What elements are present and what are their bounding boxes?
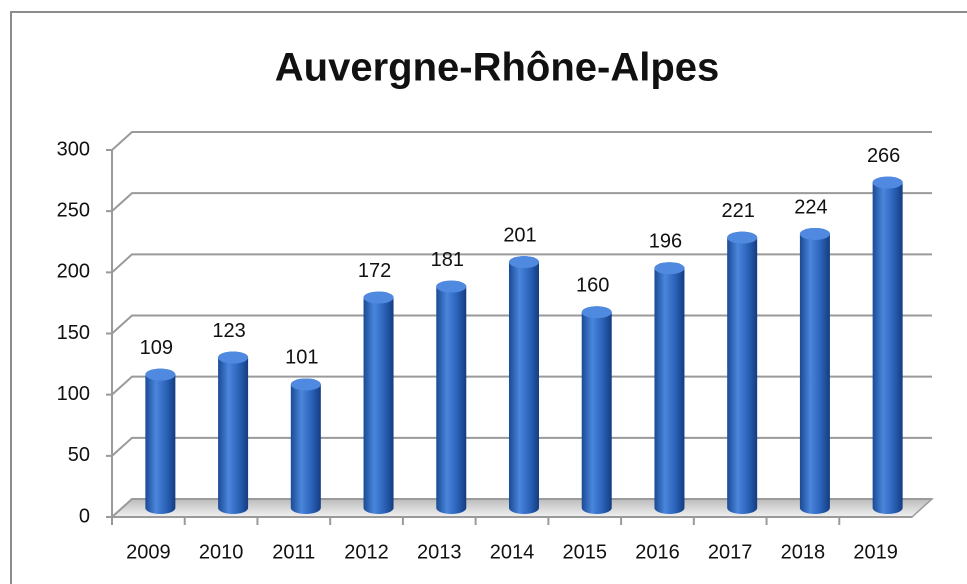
value-label: 201 — [503, 224, 536, 246]
value-label: 221 — [721, 200, 754, 222]
value-label: 123 — [212, 320, 245, 342]
grid-line — [106, 253, 932, 274]
value-label: 224 — [794, 196, 827, 218]
bar-cap — [145, 368, 176, 381]
x-tick-label: 2011 — [272, 541, 315, 563]
bar — [363, 291, 394, 514]
x-tick-label: 2018 — [781, 541, 826, 563]
chart-title: Auvergne-Rhône-Alpes — [275, 46, 720, 90]
x-tick-label: 2019 — [853, 541, 898, 563]
value-label: 109 — [140, 337, 173, 359]
x-tick-label: 2017 — [708, 541, 753, 563]
x-tick-label: 2013 — [417, 541, 462, 563]
bar — [436, 280, 467, 514]
bar-cap — [654, 262, 685, 275]
bar-cap — [363, 291, 394, 304]
y-tick-label: 0 — [79, 505, 90, 527]
bar — [727, 231, 758, 514]
grid-line — [106, 192, 932, 213]
value-label: 266 — [867, 145, 900, 167]
bar-cap — [509, 256, 539, 269]
y-tick-label: 300 — [57, 138, 90, 160]
bar — [799, 227, 830, 514]
value-label: 160 — [576, 275, 609, 297]
x-tick-label: 2015 — [562, 541, 607, 563]
bar — [145, 368, 176, 514]
bar-cap — [581, 306, 612, 319]
value-label: 181 — [431, 249, 464, 271]
value-label: 196 — [649, 231, 682, 253]
bar-cap — [218, 351, 249, 364]
y-tick-label: 150 — [57, 322, 90, 344]
y-tick-label: 200 — [57, 261, 90, 283]
x-tick-label: 2012 — [344, 541, 389, 563]
y-tick-label: 50 — [68, 444, 90, 466]
bar — [509, 256, 539, 514]
bar — [290, 378, 321, 514]
x-tick-label: 2014 — [490, 541, 535, 563]
bar-cap — [436, 280, 467, 293]
y-tick-label: 100 — [57, 383, 90, 405]
bar — [872, 176, 903, 514]
bar — [654, 262, 685, 514]
grid-line — [106, 131, 932, 151]
bar — [218, 351, 249, 514]
value-label: 172 — [358, 260, 391, 282]
y-tick-label: 250 — [57, 199, 90, 221]
bar-cap — [727, 231, 758, 244]
value-label: 101 — [285, 347, 318, 369]
bar — [581, 306, 612, 514]
x-tick-label: 2016 — [635, 541, 680, 563]
bar-cap — [872, 176, 903, 189]
x-tick-label: 2009 — [126, 541, 171, 563]
bar-cap — [799, 227, 830, 240]
x-tick-label: 2010 — [199, 541, 244, 563]
bar-cap — [290, 378, 321, 391]
